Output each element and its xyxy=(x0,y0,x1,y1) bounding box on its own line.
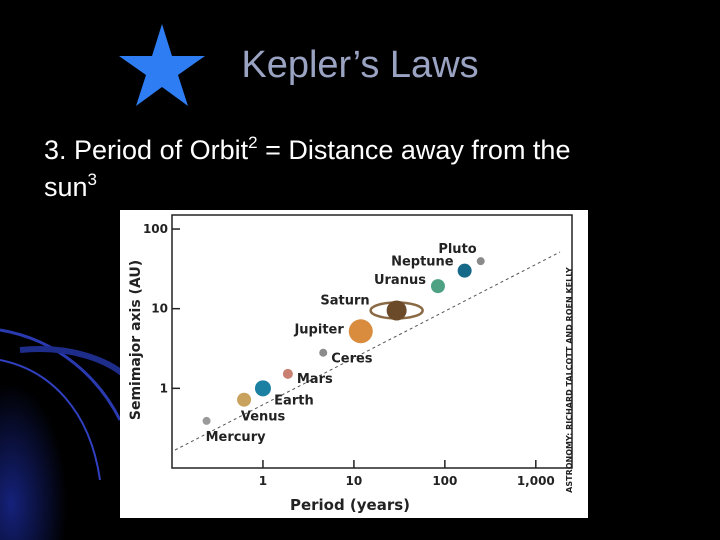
credit: ASTRONOMY: RICHARD TALCOTT AND ROEN KELL… xyxy=(565,267,574,493)
star-icon xyxy=(119,24,205,106)
planet-point xyxy=(237,392,252,407)
slide-title: Kepler’s Laws xyxy=(241,44,479,86)
planet-point xyxy=(430,279,445,294)
x-tick-label: 1 xyxy=(259,474,267,488)
body-text: sun xyxy=(44,172,88,202)
point-label: Ceres xyxy=(331,352,373,367)
planet-point xyxy=(348,319,373,344)
y-tick-label: 100 xyxy=(143,222,168,236)
point-label: Earth xyxy=(274,393,314,408)
x-axis-label: Period (years) xyxy=(290,496,410,514)
chart: Period (years) Semimajor axis (AU) ASTRO… xyxy=(120,210,588,518)
body-text: = Distance away from the xyxy=(257,135,571,165)
superscript: 3 xyxy=(87,170,98,189)
planet-point xyxy=(282,368,293,379)
x-tick-label: 1,000 xyxy=(517,474,555,488)
point-label: Mars xyxy=(297,372,333,387)
x-tick-label: 100 xyxy=(432,474,457,488)
point-label: Jupiter xyxy=(293,322,344,337)
trend-line xyxy=(174,251,561,451)
x-tick-label: 10 xyxy=(346,474,363,488)
point-label: Neptune xyxy=(391,255,454,270)
planet-point xyxy=(202,416,211,425)
point-label: Venus xyxy=(241,410,286,425)
point-label: Saturn xyxy=(320,293,369,308)
plot-frame xyxy=(171,214,573,469)
y-tick-label: 10 xyxy=(151,302,168,316)
point-label: Uranus xyxy=(374,273,426,288)
y-axis-label: Semimajor axis (AU) xyxy=(128,260,144,420)
point-label: Pluto xyxy=(438,242,476,257)
superscript: 2 xyxy=(248,133,258,152)
planet-point xyxy=(319,348,328,357)
slide-body: 3. Period of Orbit2 = Distance away from… xyxy=(44,132,570,206)
planet-point xyxy=(386,300,407,321)
planet-point xyxy=(457,263,472,278)
planet-point xyxy=(254,380,271,397)
y-tick-label: 1 xyxy=(160,381,168,395)
point-label: Mercury xyxy=(206,430,267,445)
body-text: 3. Period of Orbit xyxy=(44,135,249,165)
planet-point xyxy=(476,257,485,266)
